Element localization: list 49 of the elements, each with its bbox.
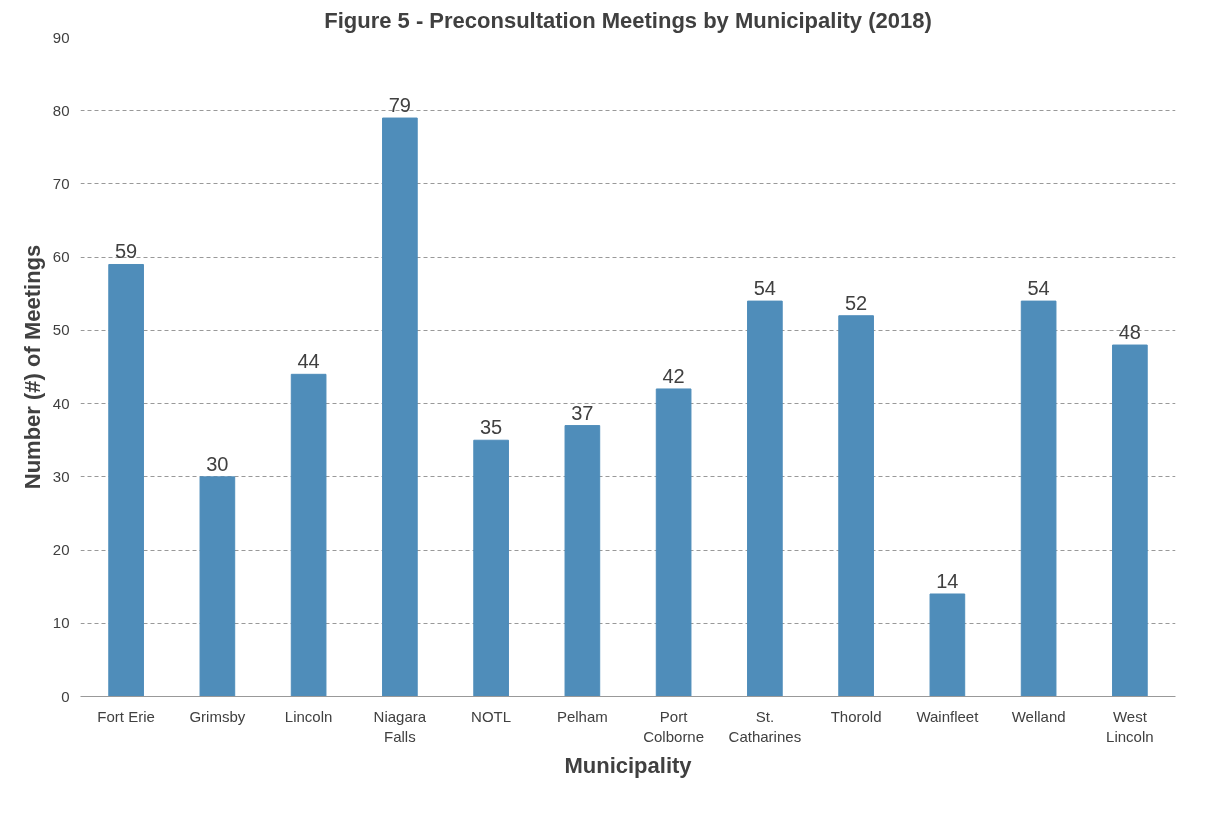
data-label: 42 [662, 364, 685, 387]
data-label: 35 [480, 416, 503, 439]
data-label: 30 [206, 452, 229, 475]
x-axis-title: Municipality [564, 752, 693, 778]
chart-title: Figure 5 - Preconsultation Meetings by Municipality (2018) [324, 7, 932, 33]
data-label: 48 [1118, 321, 1141, 344]
y-tick-label: 90 [52, 28, 70, 46]
data-label: 14 [936, 569, 959, 592]
data-label: 52 [845, 291, 868, 314]
bar [290, 373, 327, 697]
bar [473, 439, 509, 697]
bar [564, 425, 601, 697]
x-tick-label: Fort Erie [97, 707, 155, 725]
bar [108, 263, 144, 697]
x-tick-label: Port Colborne [643, 707, 705, 745]
x-tick-label: Pelham [556, 707, 608, 725]
y-tick-label: 60 [52, 248, 70, 266]
x-tick-label: Thorold [830, 707, 882, 725]
bar [1020, 300, 1057, 697]
x-tick-label: Niagara Falls [373, 707, 427, 745]
x-tick-label: Wainfleet [916, 707, 980, 725]
bar [838, 315, 874, 697]
bar [1112, 344, 1148, 697]
y-tick-label: 10 [52, 614, 70, 632]
y-tick-label: 20 [52, 541, 70, 559]
y-tick-label: 40 [52, 394, 70, 412]
x-tick-label: St. Catharines [728, 707, 802, 745]
bar [929, 593, 966, 697]
data-label: 59 [115, 240, 138, 263]
data-label: 44 [297, 350, 320, 373]
data-label: 54 [1027, 277, 1050, 300]
x-tick-label: Welland [1011, 707, 1066, 725]
x-tick-label: Grimsby [189, 707, 246, 725]
data-label: 54 [753, 277, 776, 300]
y-tick-label: 50 [52, 321, 70, 339]
y-axis-title: Number (#) of Meetings [19, 244, 45, 490]
x-tick-label: NOTL [471, 707, 512, 725]
bar [655, 388, 692, 697]
x-tick-label: West Lincoln [1106, 707, 1154, 745]
data-label: 37 [571, 401, 594, 424]
bar [199, 476, 236, 697]
y-tick-label: 70 [52, 174, 70, 192]
x-tick-label: Lincoln [284, 707, 333, 725]
data-label: 79 [388, 94, 411, 117]
bar [747, 300, 783, 697]
bar [382, 117, 418, 697]
y-tick-label: 80 [52, 101, 70, 119]
y-tick-label: 0 [61, 687, 70, 705]
y-tick-label: 30 [52, 467, 70, 485]
